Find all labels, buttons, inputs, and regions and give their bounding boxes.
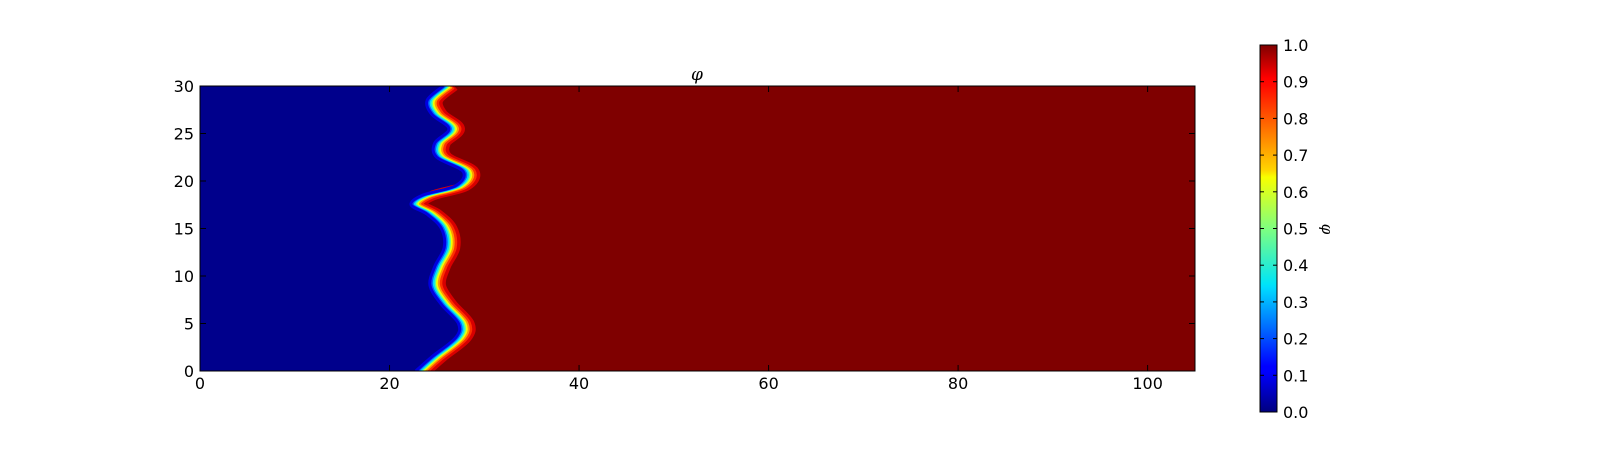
x-tick-label: 100 bbox=[1132, 374, 1163, 393]
interface-band bbox=[409, 86, 466, 371]
x-tick-label: 0 bbox=[195, 374, 205, 393]
y-tick-label: 20 bbox=[174, 172, 194, 191]
colorbar-tick-label: 0.0 bbox=[1283, 403, 1308, 422]
y-tick-label: 0 bbox=[184, 362, 194, 381]
y-tick-label: 25 bbox=[174, 125, 194, 144]
colorbar-tick-label: 0.1 bbox=[1283, 366, 1308, 385]
chart-title: φ bbox=[691, 65, 703, 85]
colorbar-ticks: 0.0 0.1 0.2 0.3 0.4 0.5 0.6 0.7 0.8 0.9 1.0 bbox=[1260, 36, 1308, 422]
colorbar-tick-label: 0.6 bbox=[1283, 183, 1308, 202]
x-axis: 0 20 40 60 80 100 bbox=[195, 86, 1163, 393]
x-tick-label: 20 bbox=[379, 374, 399, 393]
colorbar-tick-label: 0.2 bbox=[1283, 330, 1308, 349]
x-tick-label: 80 bbox=[948, 374, 968, 393]
x-tick-label: 40 bbox=[569, 374, 589, 393]
interface-bands bbox=[200, 86, 481, 371]
y-axis: 0 5 10 15 20 25 30 bbox=[174, 77, 1195, 381]
colorbar: 0.0 0.1 0.2 0.3 0.4 0.5 0.6 0.7 0.8 0.9 1.0 φ bbox=[1259, 36, 1336, 422]
colorbar-tick-label: 0.4 bbox=[1283, 256, 1308, 275]
heatmap-low-fill bbox=[200, 86, 470, 371]
y-tick-label: 30 bbox=[174, 77, 194, 96]
colorbar-tick-label: 0.3 bbox=[1283, 293, 1308, 312]
y-tick-label: 5 bbox=[184, 315, 194, 334]
y-tick-label: 15 bbox=[174, 220, 194, 239]
colorbar-tick-label: 1.0 bbox=[1283, 36, 1308, 55]
colorbar-label: φ bbox=[1318, 224, 1336, 235]
colorbar-tick-label: 0.7 bbox=[1283, 146, 1308, 165]
colorbar-tick-label: 0.9 bbox=[1283, 73, 1308, 92]
y-tick-label: 10 bbox=[174, 267, 194, 286]
colorbar-tick-label: 0.8 bbox=[1283, 109, 1308, 128]
x-tick-label: 60 bbox=[758, 374, 778, 393]
heatmap-plot-area bbox=[200, 86, 1195, 371]
colorbar-tick-label: 0.5 bbox=[1283, 220, 1308, 239]
